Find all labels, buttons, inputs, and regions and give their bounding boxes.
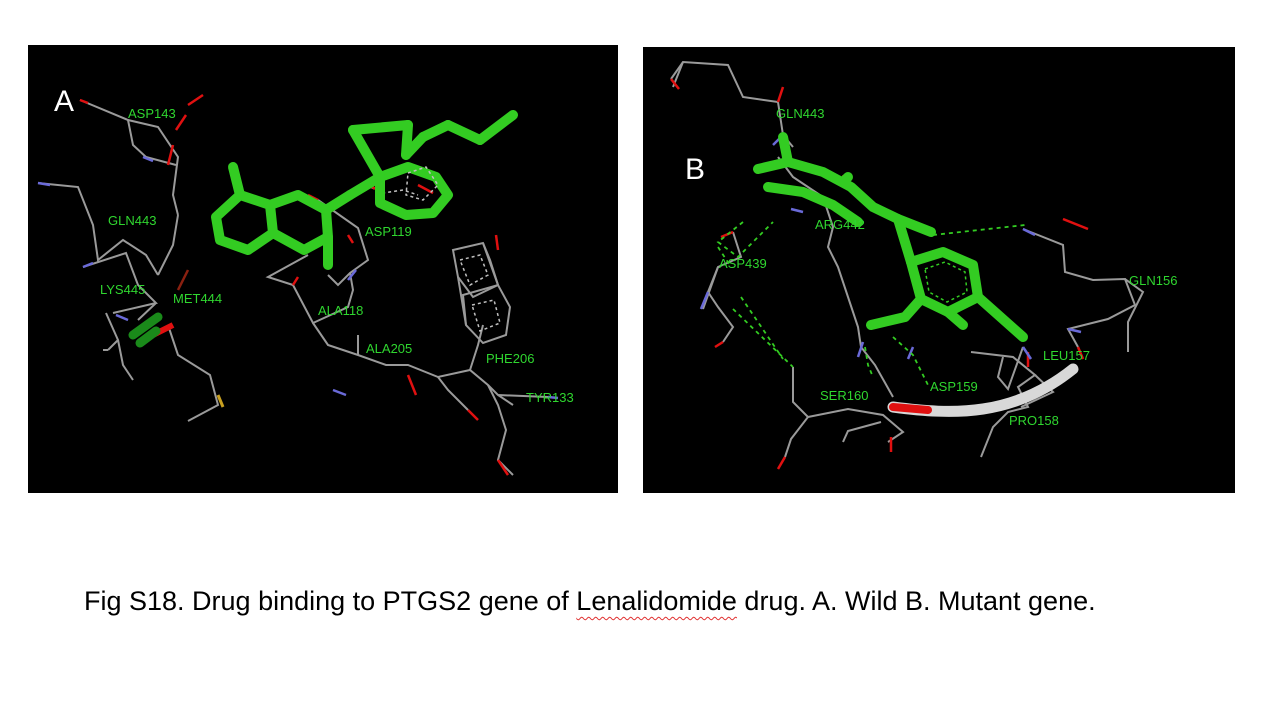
- residue-label: MET444: [173, 291, 223, 306]
- panel-a-wild-binding: A ASP143 GLN443 LYS445 MET444 ASP119 ALA…: [28, 45, 618, 493]
- residue-label: GLN156: [1129, 273, 1178, 288]
- residue-label: ALA205: [366, 341, 413, 356]
- panel-b-molecule-render: [670, 60, 1145, 470]
- residue-label: PRO158: [1009, 413, 1059, 428]
- residue-label: SER160: [820, 388, 869, 403]
- panel-b-letter: B: [685, 153, 706, 186]
- figure-caption: Fig S18. Drug binding to PTGS2 gene of L…: [84, 580, 1204, 622]
- panel-b-mutant-binding: B GLN443 ARG442 ASP439 GLN156 LEU157 ASP…: [643, 47, 1235, 493]
- residue-label: PHE206: [486, 351, 535, 366]
- residue-label: ALA118: [318, 303, 364, 318]
- residue-label: LYS445: [100, 282, 146, 297]
- residue-label: TYR133: [526, 390, 574, 405]
- caption-drug-name: Lenalidomide: [576, 586, 737, 616]
- residue-label: ASP439: [719, 256, 767, 271]
- residue-label: GLN443: [776, 106, 825, 121]
- residue-label: ASP143: [128, 106, 176, 121]
- residue-label: ARG442: [815, 217, 865, 232]
- residue-label: ASP159: [930, 379, 978, 394]
- residue-label: GLN443: [108, 213, 157, 228]
- caption-text: Fig S18. Drug binding to PTGS2 gene of: [84, 586, 577, 616]
- residue-label: LEU157: [1043, 348, 1090, 363]
- residue-label: ASP119: [365, 224, 412, 239]
- panel-a-letter: A: [54, 85, 75, 118]
- panel-a-molecule-render: [37, 93, 559, 476]
- caption-text-end: drug. A. Wild B. Mutant gene.: [736, 586, 1096, 616]
